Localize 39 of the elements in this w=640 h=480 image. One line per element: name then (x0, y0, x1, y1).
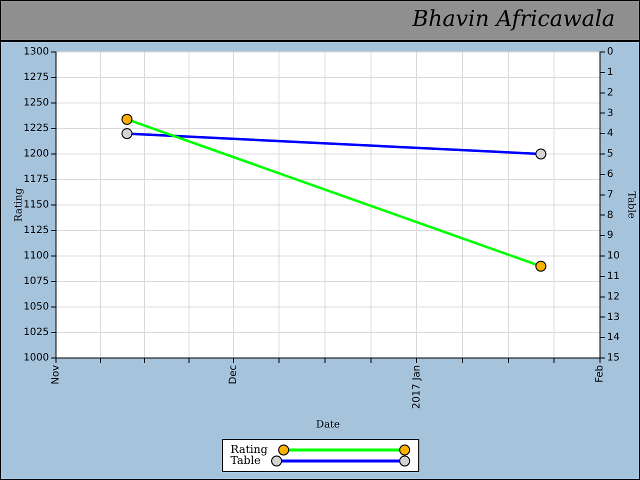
y-tick-label: 1250 (24, 98, 49, 109)
y2-tick-label: 14 (607, 332, 620, 344)
y2-tick-label: 0 (607, 46, 614, 58)
x-tick-label: Dec (228, 365, 239, 384)
y-tick-label: 1225 (24, 123, 49, 134)
y-tick-label: 1100 (24, 250, 49, 262)
y2-tick-label: 1 (607, 66, 614, 78)
legend-label: Rating (230, 442, 268, 456)
legend-label: Table (230, 454, 261, 467)
y-tick-label: 1075 (24, 276, 49, 288)
y-tick-label: 1275 (24, 72, 49, 84)
y2-tick-label: 11 (607, 270, 620, 282)
y2-tick-label: 12 (607, 291, 620, 302)
y-tick-label: 1025 (24, 327, 49, 338)
x-tick-label: 2017 Jan (411, 365, 422, 410)
y-tick-label: 1050 (24, 302, 49, 313)
y2-tick-label: 6 (607, 168, 614, 180)
y2-tick-label: 8 (607, 210, 614, 221)
y2-tick-label: 15 (607, 352, 620, 364)
y-tick-label: 1150 (24, 200, 49, 211)
y-tick-label: 1000 (24, 352, 49, 364)
y2-tick-label: 7 (607, 189, 614, 200)
x-axis-title: Date (316, 420, 340, 431)
y2-tick-label: 2 (607, 87, 614, 98)
y2-tick-label: 4 (607, 128, 614, 140)
y-axis-title: Rating (14, 188, 25, 222)
y-tick-label: 1200 (24, 148, 49, 160)
x-tick-label: Nov (50, 364, 62, 385)
y2-tick-label: 10 (607, 250, 620, 262)
x-tick-label: Feb (594, 365, 606, 383)
y-tick-label: 1125 (24, 225, 49, 236)
y-tick-label: 1175 (24, 174, 49, 186)
y2-axis-title: Table (625, 191, 636, 219)
y2-tick-label: 5 (607, 148, 614, 160)
y2-tick-label: 9 (607, 230, 614, 242)
y2-tick-label: 13 (607, 312, 620, 323)
y-tick-label: 1300 (24, 46, 49, 58)
y2-tick-label: 3 (607, 108, 614, 119)
chart-title: Bhavin Africawala (412, 6, 615, 34)
